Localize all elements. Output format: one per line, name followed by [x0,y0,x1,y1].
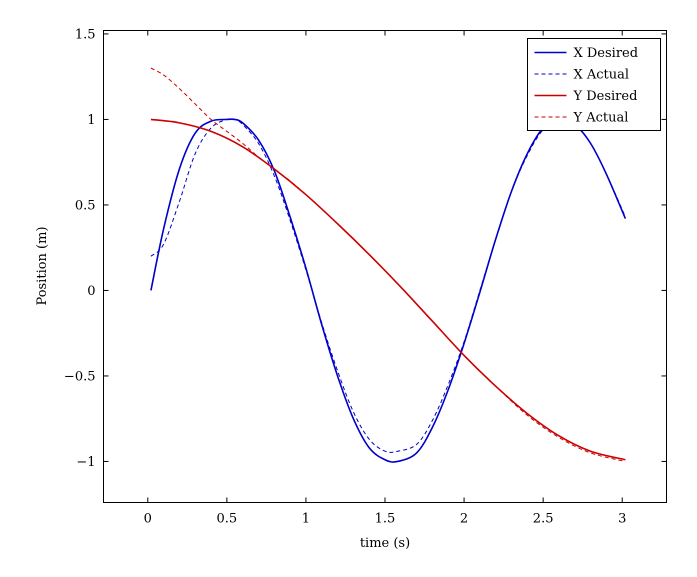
legend-label: Y Actual [573,111,629,126]
legend-box [527,38,661,131]
y-tick-label: 1.5 [75,27,96,42]
y-axis-label: Position (m) [35,226,50,305]
x-tick-label: 3 [618,512,626,527]
axis-ticks: 0 0.5 1 1.5 2 2.5 3 −1 −0.5 0 0.5 1 1.5 [64,27,667,527]
y-tick-label: −1 [76,455,95,470]
x-tick-label: 0 [144,512,152,527]
y-tick-label: 1 [87,113,95,128]
x-tick-label: 1.5 [375,512,396,527]
x-tick-label: 0.5 [217,512,238,527]
series-line-x-desired [150,118,627,463]
x-tick-label: 1 [302,512,310,527]
series-line-y-actual [150,67,626,462]
series-line-y-desired [150,118,626,461]
y-tick-label: −0.5 [64,369,96,384]
legend-label: Y Desired [573,89,638,104]
series-line-x-actual [150,118,626,453]
y-tick-label: 0 [87,284,95,299]
x-tick-label: 2.5 [533,512,554,527]
legend-label: X Actual [574,68,630,83]
legend: X Desired X Actual Y Desired Y Actual [527,38,661,131]
legend-label: X Desired [574,46,639,61]
y-tick-label: 0.5 [75,198,96,213]
x-tick-label: 2 [460,512,468,527]
x-axis-label: time (s) [360,536,410,551]
